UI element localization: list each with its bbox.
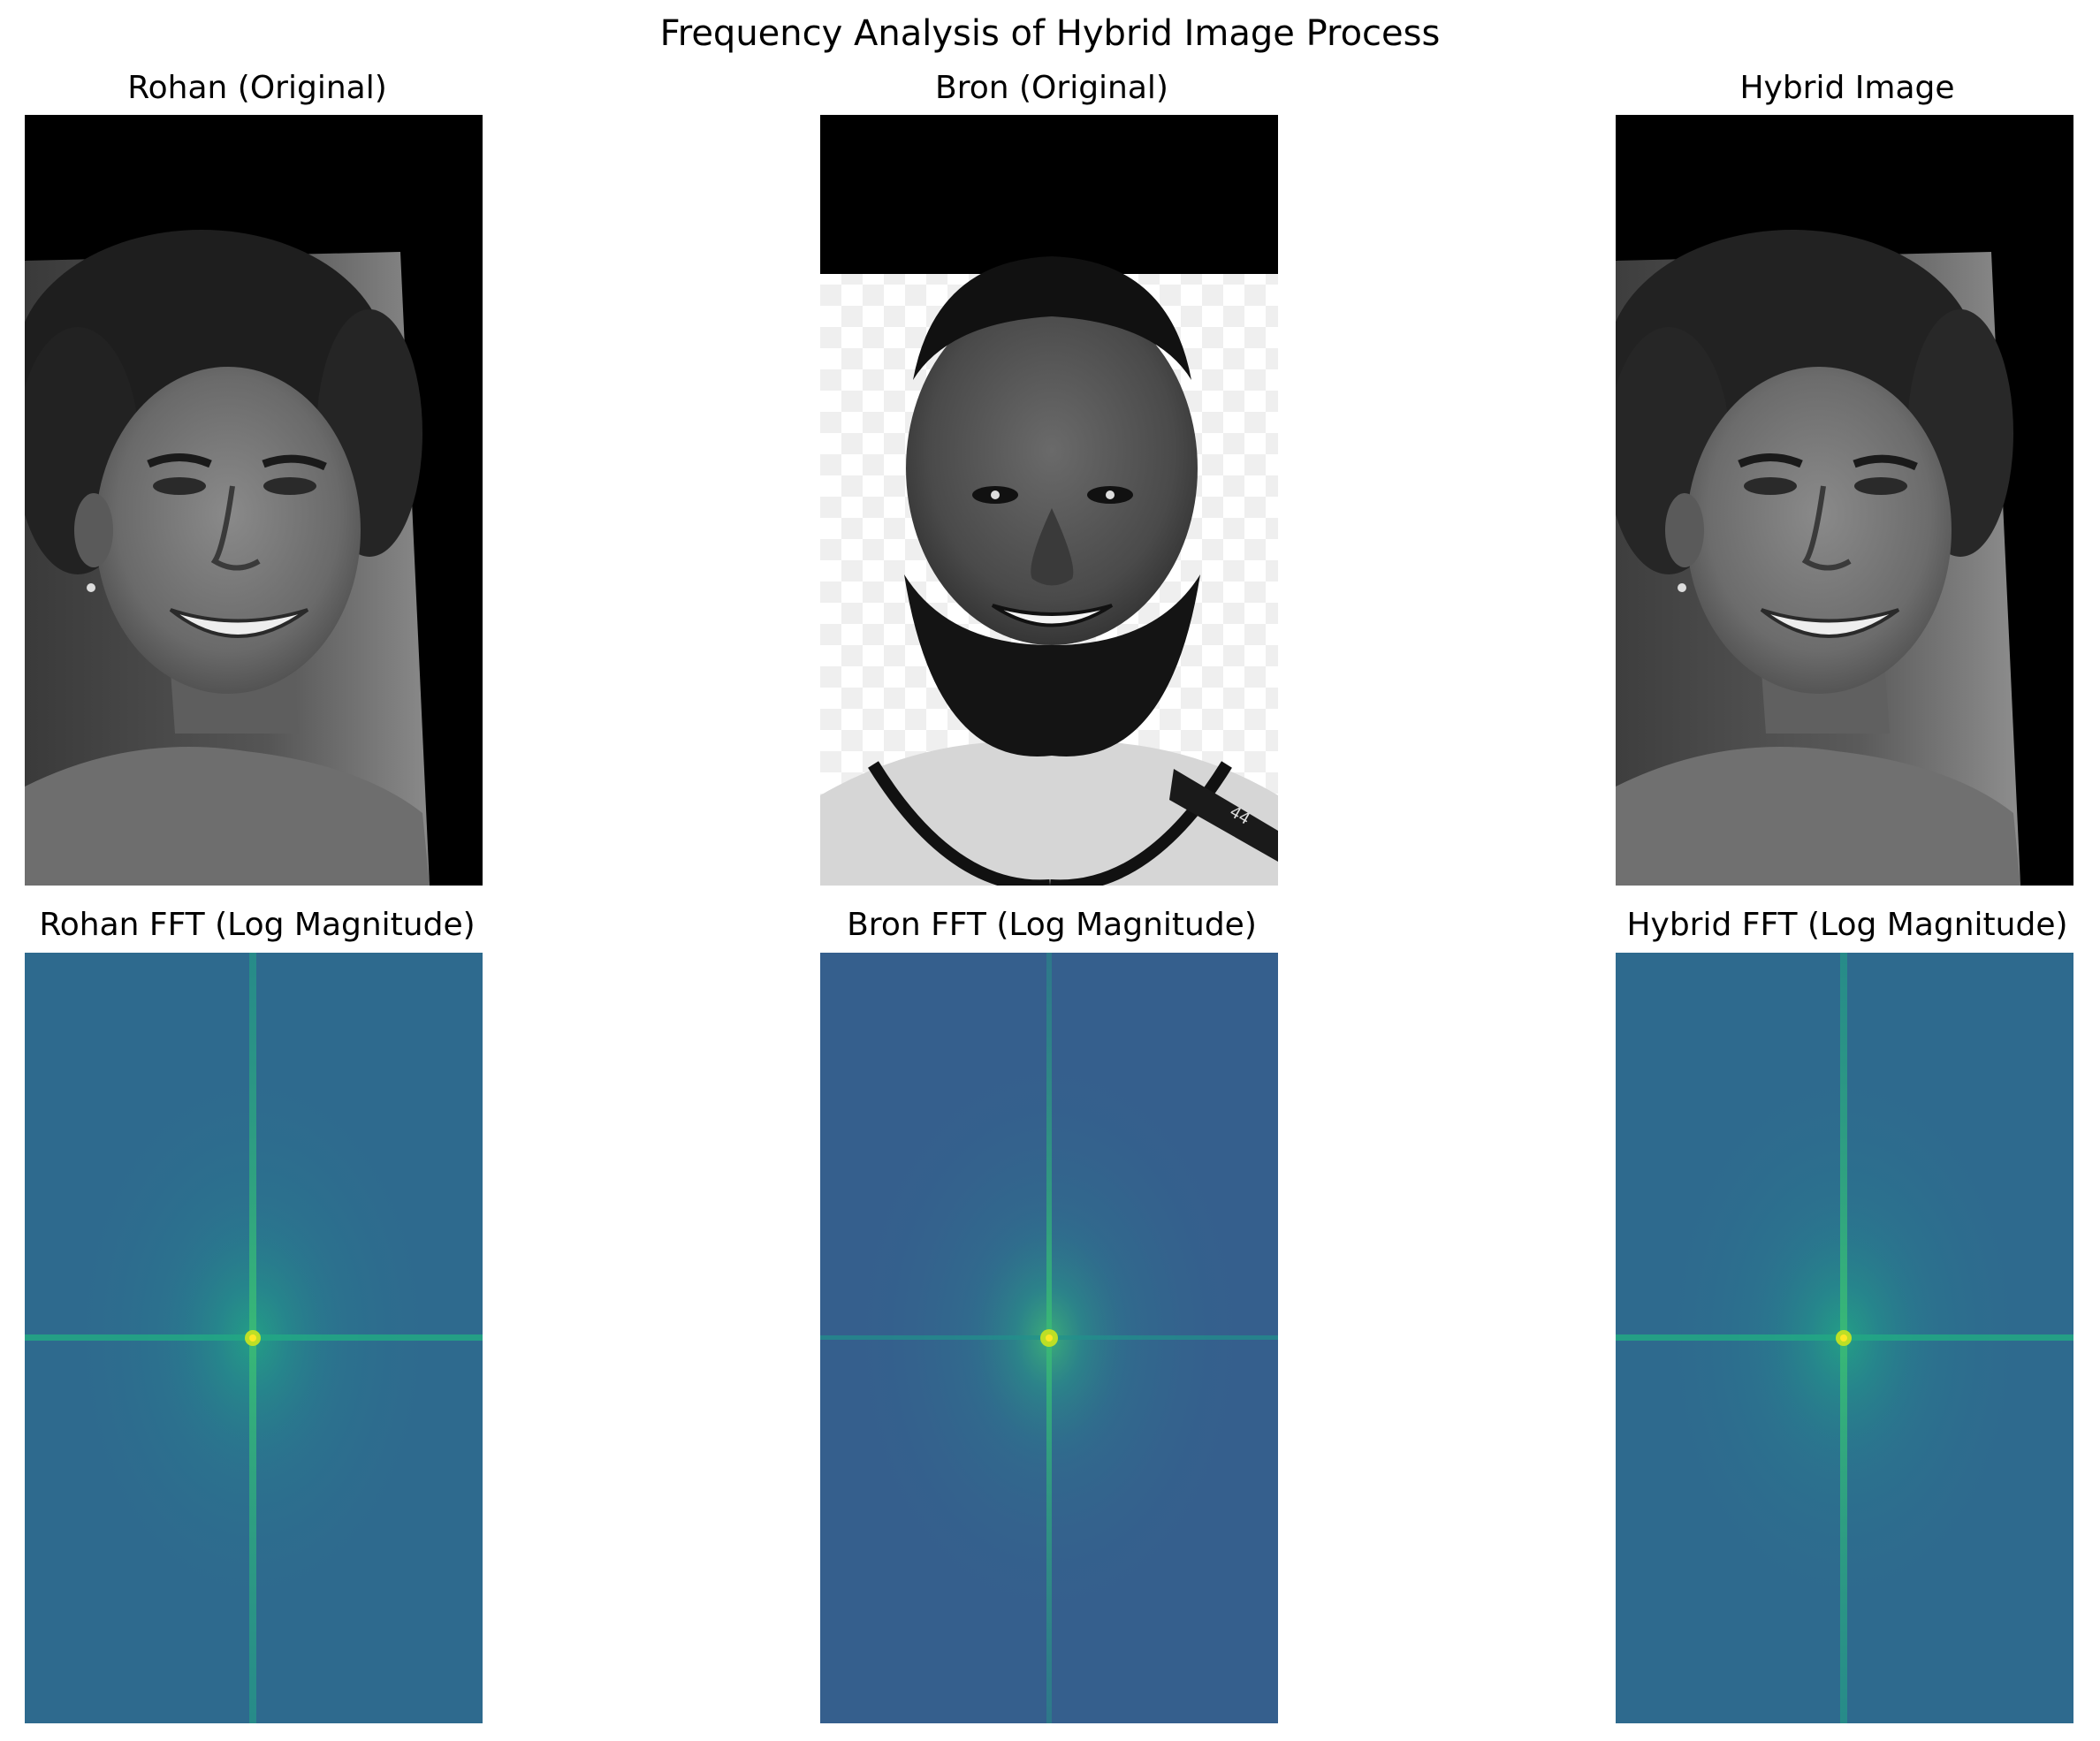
figure-title: Frequency Analysis of Hybrid Image Proce… [0,12,2100,55]
panel-title-bron-fft: Bron FFT (Log Magnitude) [769,906,1335,945]
hybrid-image [1616,115,2073,886]
panel-title-hybrid: Hybrid Image [1564,69,2100,108]
rohan-fft-image [25,953,483,1723]
panel-title-bron: Bron (Original) [769,69,1335,108]
bron-fft-image [820,953,1278,1723]
rohan-original-image [25,115,483,886]
panel-title-rohan: Rohan (Original) [0,69,540,108]
panel-title-hybrid-fft: Hybrid FFT (Log Magnitude) [1564,906,2100,945]
bron-original-image: 44 [820,115,1278,886]
panel-title-rohan-fft: Rohan FFT (Log Magnitude) [0,906,540,945]
hybrid-fft-image [1616,953,2073,1723]
